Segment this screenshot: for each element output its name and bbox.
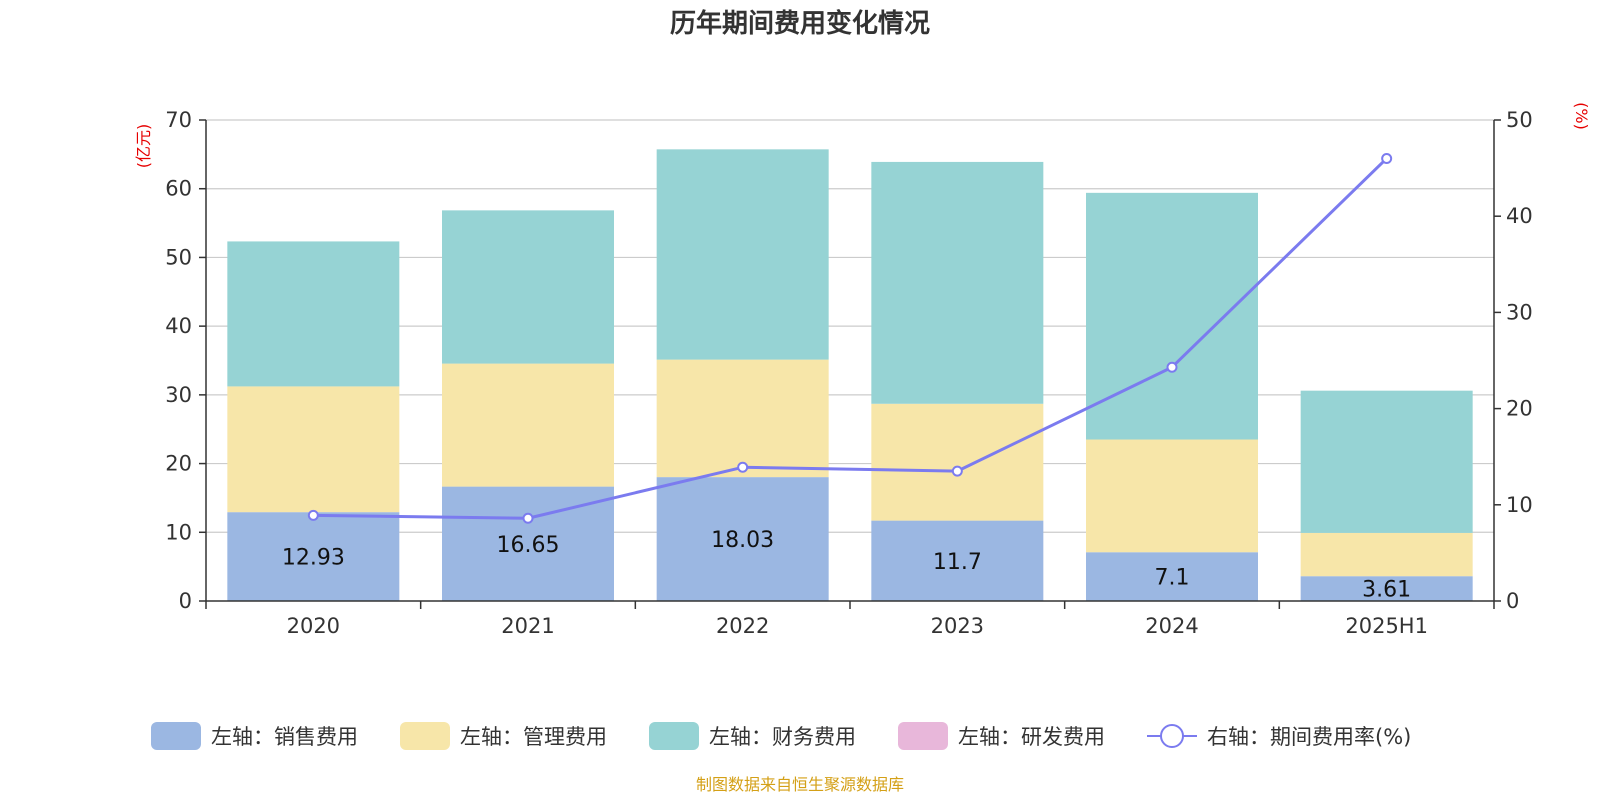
legend-label-4: 左轴：研发费用: [958, 725, 1105, 749]
left-tick-label: 0: [179, 589, 192, 613]
rate-point-2020: [307, 509, 319, 521]
left-tick-label: 40: [165, 314, 192, 338]
x-tick-label: 2024: [1145, 614, 1198, 638]
bar-2-2022: [656, 359, 829, 478]
bar-1-2023: [871, 520, 1044, 601]
bar-2-2024: [1086, 439, 1258, 553]
bar-2-2023: [871, 403, 1044, 521]
x-tick-label: 2022: [716, 614, 769, 638]
grid: [206, 119, 1494, 533]
legend: 左轴：销售费用 左轴：管理费用 左轴：财务费用 左轴：研发费用 右轴：期间费用率(%): [151, 722, 1411, 750]
bar-1-2024: [1086, 552, 1258, 601]
rate-point-2021: [522, 512, 534, 524]
rate-line: [313, 157, 1388, 520]
rate-point-2024: [1166, 361, 1178, 373]
data-label-2021: 16.65: [497, 533, 560, 558]
left-tick-label: 60: [165, 177, 192, 201]
bar-1-2020: [227, 512, 400, 601]
legend-label-2: 左轴：管理费用: [460, 725, 607, 749]
bar-2-2021: [442, 363, 614, 487]
right-tick-label: 20: [1506, 397, 1533, 421]
bar-3-2023: [871, 161, 1044, 404]
legend-swatch-2: [400, 722, 450, 750]
legend-swatch-4: [898, 722, 948, 750]
legend-marker-swatch: [1160, 724, 1184, 748]
right-tick-label: 30: [1506, 300, 1533, 324]
data-label-2023: 11.7: [933, 550, 982, 575]
rate-point-2022: [737, 461, 749, 473]
legend-label-3: 左轴：财务费用: [709, 725, 856, 749]
bar-3-2021: [442, 210, 614, 364]
left-tick-label: 50: [165, 245, 192, 269]
data-label-2025H1: 3.61: [1362, 578, 1411, 603]
bar-2-2025H1: [1300, 532, 1473, 577]
x-tick-label: 2023: [931, 614, 984, 638]
legend-swatch-1: [151, 722, 201, 750]
x-tick-label: 2021: [501, 614, 554, 638]
x-tick-label: 2020: [287, 614, 340, 638]
right-tick-label: 50: [1506, 108, 1533, 132]
left-tick-label: 30: [165, 383, 192, 407]
bar-3-2020: [227, 241, 400, 387]
legend-swatch-3: [649, 722, 699, 750]
left-tick-label: 20: [165, 452, 192, 476]
data-labels: 12.93 16.65 18.03 11.7 7.1 3.61: [282, 528, 1411, 603]
bar-1-2022: [656, 477, 829, 601]
bar-1-2025H1: [1300, 576, 1473, 601]
rate-line-group: [307, 152, 1393, 524]
data-label-2022: 18.03: [711, 528, 774, 553]
bar-3-2022: [656, 149, 829, 360]
data-label-2024: 7.1: [1155, 566, 1190, 591]
rate-point-2023: [951, 465, 963, 477]
axes: 0 10 20 30 40 50 60 70 0 10 20 30 40 50 2020 2021 2022 20…: [165, 108, 1532, 638]
rate-point-2025H1: [1381, 152, 1393, 164]
left-axis-unit: (亿元): [134, 124, 153, 169]
right-tick-label: 40: [1506, 204, 1533, 228]
legend-label-1: 左轴：销售费用: [211, 725, 358, 749]
right-tick-label: 0: [1506, 589, 1519, 613]
data-label-2020: 12.93: [282, 546, 345, 571]
source-note: 制图数据来自恒生聚源数据库: [696, 775, 904, 794]
left-tick-label: 10: [165, 520, 192, 544]
bar-3-2024: [1086, 192, 1258, 440]
bar-2-2020: [227, 386, 400, 513]
bar-series-group: [227, 149, 1473, 601]
chart-title: 历年期间费用变化情况: [670, 8, 930, 39]
bar-3-2025H1: [1300, 390, 1473, 533]
left-tick-label: 70: [165, 108, 192, 132]
x-tick-label: 2025H1: [1345, 614, 1428, 638]
right-tick-label: 10: [1506, 493, 1533, 517]
legend-label-5: 右轴：期间费用率(%): [1207, 725, 1411, 749]
right-axis-unit: (%): [1572, 102, 1591, 130]
